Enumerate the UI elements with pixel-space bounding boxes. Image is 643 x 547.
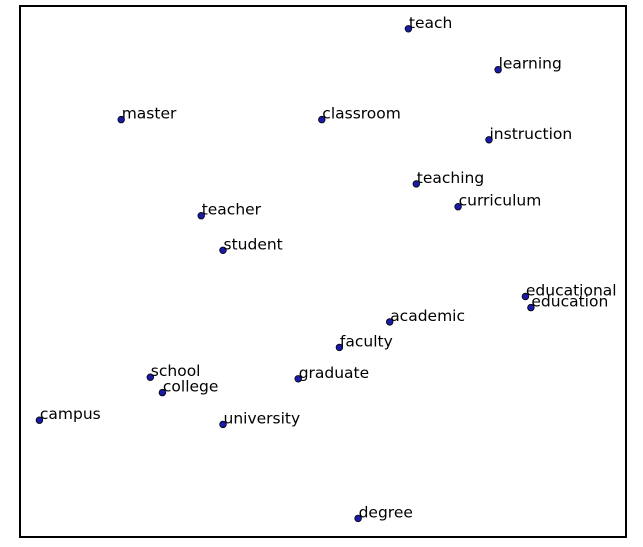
point-marker — [404, 25, 413, 33]
point-marker — [494, 65, 502, 74]
point-label: classroom — [322, 105, 401, 123]
scatter-point-college: college — [158, 378, 219, 397]
point-marker — [146, 373, 154, 381]
plot-frame — [19, 5, 627, 538]
scatter-point-school: school — [146, 362, 201, 381]
scatter-point-master: master — [117, 105, 177, 124]
point-label: master — [122, 105, 177, 123]
point-label: degree — [359, 503, 413, 521]
point-label: instruction — [490, 125, 573, 143]
point-label: learning — [499, 55, 562, 73]
point-label: teaching — [417, 169, 484, 187]
scatter-point-curriculum: curriculum — [454, 192, 542, 211]
point-marker — [318, 115, 326, 124]
point-marker — [386, 318, 394, 326]
point-marker — [485, 136, 493, 144]
point-label: teach — [409, 14, 452, 32]
point-marker — [521, 292, 530, 301]
scatter-point-classroom: classroom — [318, 105, 401, 124]
scatter-point-degree: degree — [354, 503, 413, 523]
scatter-point-graduate: graduate — [294, 364, 369, 383]
point-label: teacher — [202, 201, 262, 219]
scatter-point-education: education — [527, 293, 608, 312]
point-label: campus — [40, 405, 101, 423]
point-label: student — [224, 235, 283, 253]
point-label: academic — [390, 307, 465, 325]
point-marker — [454, 202, 462, 211]
scatter-point-teaching: teaching — [412, 169, 484, 188]
point-label: education — [531, 293, 608, 311]
point-label: school — [151, 362, 201, 380]
point-marker — [294, 375, 302, 383]
point-marker — [35, 416, 44, 424]
point-marker — [354, 514, 362, 523]
point-marker — [158, 388, 167, 397]
point-label: university — [224, 409, 301, 427]
point-marker — [197, 211, 205, 220]
point-marker — [219, 420, 227, 429]
scatter-point-academic: academic — [386, 307, 465, 326]
point-marker — [117, 115, 125, 124]
scatter-point-teacher: teacher — [197, 201, 262, 220]
scatter-point-campus: campus — [35, 405, 101, 424]
scatter-point-learning: learning — [494, 55, 562, 74]
scatter-point-university: university — [219, 409, 301, 429]
point-label: curriculum — [459, 192, 542, 210]
scatter-point-teach: teach — [404, 14, 452, 33]
point-label: graduate — [299, 364, 369, 382]
scatter-point-student: student — [219, 235, 283, 254]
point-label: college — [163, 378, 219, 396]
point-label: educational — [526, 282, 617, 300]
scatter-point-faculty: faculty — [335, 332, 393, 352]
point-marker — [527, 303, 535, 312]
point-marker — [219, 246, 227, 254]
point-marker — [412, 180, 420, 188]
point-marker — [335, 343, 344, 352]
point-label: faculty — [340, 332, 393, 350]
scatter-point-instruction: instruction — [485, 125, 573, 144]
scatter-point-educational: educational — [521, 282, 617, 301]
points-layer: teach learning master classroom instruction t… — [35, 14, 617, 523]
